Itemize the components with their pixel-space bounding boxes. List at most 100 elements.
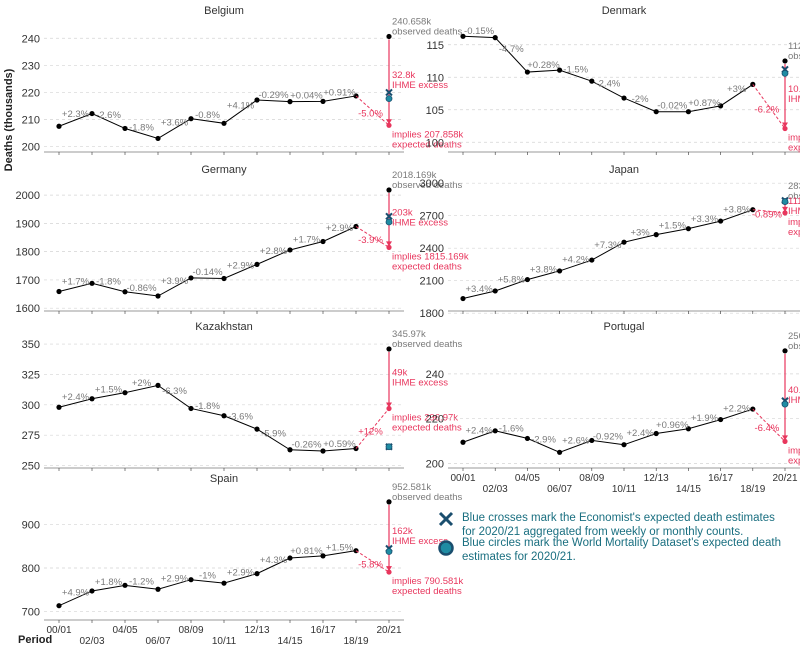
y-tick-label: 240 [22,33,40,45]
x-tick-label: 16/17 [310,625,335,636]
panel-title: Japan [609,164,639,176]
wmd-circle [385,548,393,555]
wmd-circle [781,69,789,77]
expected-value-label: implies 209.875k [788,445,800,456]
ihme-excess-value: 32.8k [392,70,415,81]
ihme-excess-value: 49k [392,368,408,379]
expected-point [386,244,392,250]
pct-change-label: +2.4% [62,392,90,403]
x-tick-label: 02/03 [483,484,508,495]
x-tick-label: 06/07 [145,636,170,647]
pct-change-label: -0.15% [464,26,495,37]
y-tick-label: 2400 [420,243,444,255]
pct-change-label: -0.14% [192,267,223,278]
expected-value-label: implies 790.581k [392,576,464,587]
data-point [221,413,227,419]
implied-change-line [752,209,786,214]
observed-text-label: observed deaths [392,180,462,191]
data-point [188,116,194,122]
implied-change-line [355,95,390,126]
data-point [589,257,595,263]
x-tick-label: 04/05 [515,473,540,484]
implied-change-line [752,408,786,442]
ihme-arrow-head [386,566,392,572]
pct-change-label: +4.3% [260,555,288,566]
pct-change-label: +1.5% [326,542,354,553]
data-point [254,97,260,103]
data-point [492,35,498,41]
y-tick-label: 300 [22,400,40,412]
x-tick-label: 16/17 [708,473,733,484]
data-point [460,439,466,445]
y-tick-label: 115 [426,40,444,52]
panel-title: Spain [210,473,238,485]
data-point [685,226,692,232]
panel-germany: Germany 1600 1700 1800 1900 2000 +1.7% -1.8% -0.… [16,164,469,315]
ihme-excess-value: 40.4k [788,385,800,396]
data-point [621,442,627,448]
expected-text-label: expected deaths [788,455,800,466]
y-tick-label: 1900 [16,218,40,230]
data-point [718,218,724,224]
observed-point [386,33,392,40]
panel-spain: Spain 700 800 900 00/01 02/03 04/05 06/07 08/09 1… [22,473,464,647]
y-tick-label: 275 [22,430,40,442]
data-point [621,239,627,245]
data-point [188,275,194,281]
series-line [462,408,753,453]
y-tick-label: 350 [22,339,40,351]
pct-change-label: -1.5% [563,65,588,76]
ihme-arrow-head [782,435,788,441]
y-tick-label: 220 [426,414,444,426]
pct-change-label: -0.92% [593,432,624,443]
wmd-circle [781,400,789,408]
data-point [155,586,161,592]
wmd-circle [385,443,393,451]
data-point [287,99,293,105]
x-tick-label: 18/19 [343,636,368,647]
data-point [122,582,128,588]
panel-title: Kazakhstan [195,321,252,333]
y-tick-label: 105 [426,105,444,117]
panel-kazakhstan: Kazakhstan 250 275 300 325 350 +2.4% +1.5% +2% -6… [22,321,463,473]
y-tick-label: 100 [426,137,444,149]
pct-change-label: +3.4% [465,284,493,295]
pct-change-label: +2.2% [723,403,751,414]
economist-cross [385,212,393,221]
pct-change-label: +2.6% [562,435,590,446]
pct-change-label: +3.8% [723,204,751,215]
data-point [221,275,227,282]
legend-cross-text-1: Blue crosses mark the Economist's expect… [462,512,775,524]
y-tick-label: 900 [22,520,40,532]
panel-portugal: Portugal 200 220 240 00/01 02/03 04/05 06/07 08/… [426,321,800,495]
y-tick-label: 200 [22,142,40,154]
implied-change-label: -3.9% [358,235,383,246]
data-point [653,109,659,115]
pct-change-label: -0.8% [195,110,220,121]
legend-circle-icon [438,540,454,556]
pct-change-label: +2.9% [326,223,354,234]
panel-title: Germany [201,164,247,176]
implied-change-line [355,408,390,449]
y-axis-label: Deaths (thousands) [3,68,15,171]
y-tick-label: 250 [22,461,40,473]
pct-change-label: -1.2% [129,576,154,587]
data-point [254,426,260,432]
ihme-excess-value: 111k [788,196,800,207]
series-line [58,550,357,607]
pct-change-label: +0.91% [323,88,356,99]
ihme-arrow-head [386,402,392,408]
pct-change-label: -1% [199,570,216,581]
data-point [492,288,498,294]
observed-point [782,58,788,64]
pct-change-label: +3.6% [161,118,189,129]
wmd-circle [781,198,789,205]
pct-change-label: +1.9% [691,413,719,424]
panel-denmark: Denmark 100 105 110 115 -0.15% -4.7%+0.28% -1.5… [426,5,800,155]
pct-change-label: +1.5% [95,385,123,396]
data-point [89,110,95,117]
pct-change-label: -0.86% [126,283,157,294]
data-point [718,103,724,109]
legend-cross-icon [438,511,454,527]
